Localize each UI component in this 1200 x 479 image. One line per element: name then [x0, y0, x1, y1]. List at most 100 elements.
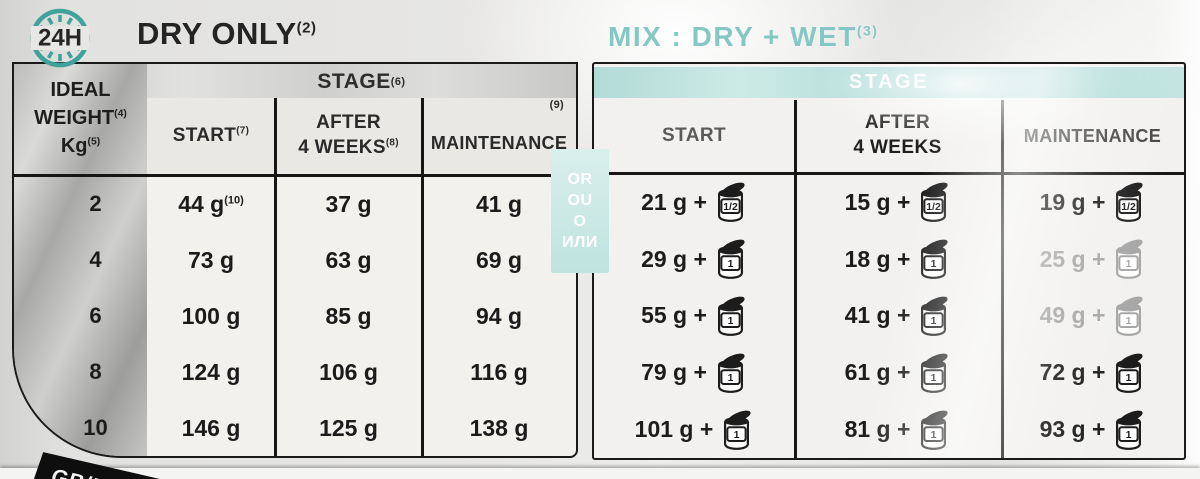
wet-can-icon: 1 [714, 238, 747, 280]
dry-start-footnote: (7) [236, 125, 250, 137]
mix-after-line2: 4 WEEKS [853, 137, 942, 158]
dry-row-weight-4: 4 73 g 63 g 69 g [14, 232, 576, 288]
dry-cell-after: 85 g [325, 302, 372, 329]
mix-cell-after: 41 g + 1 [794, 295, 1001, 337]
mix-cell-after: 15 g + 1/2 [794, 181, 1001, 223]
dry-cell-after: 37 g [325, 190, 372, 217]
mix-amount: 93 g + [1039, 416, 1106, 443]
dry-only-title: DRY ONLY(2) [137, 16, 316, 52]
wet-can-icon: 1 [720, 409, 753, 451]
dry-column-header-maintenance: (9) MAINTENANCE [430, 99, 568, 153]
ideal-weight-footnote5: (5) [87, 136, 101, 148]
dry-subheader-panel [147, 98, 576, 174]
mix-amount: 21 g + [641, 188, 707, 215]
wet-can-icon: 1/2 [714, 181, 747, 223]
dry-row-weight-8: 8 124 g 106 g 116 g [14, 344, 576, 400]
mix-dry-wet-title: MIX : DRY + WET(3) [608, 21, 878, 53]
can-count: 1 [1126, 315, 1132, 327]
mix-column-divider-2 [1001, 100, 1004, 458]
mix-amount: 72 g + [1039, 359, 1106, 386]
can-count: 1 [1126, 258, 1132, 270]
wet-can-icon: 1 [917, 352, 950, 394]
wet-can-icon: 1 [1112, 238, 1145, 280]
can-count: 1 [931, 258, 937, 270]
package-bottom-edge [0, 468, 1200, 479]
can-count: 1 [728, 372, 734, 384]
mix-amount: 15 g + [844, 188, 911, 215]
mix-amount: 18 g + [844, 245, 911, 272]
mix-amount: 49 g + [1039, 302, 1106, 329]
or-label-en: OR [567, 170, 593, 188]
dry-header-underline [14, 174, 576, 177]
dry-only-table: STAGE (6) IDEAL WEIGHT(4) Kg(5) START(7) … [12, 62, 578, 458]
ideal-weight-line2-text: WEIGHT [34, 107, 115, 129]
or-label-ru: ИЛИ [562, 233, 598, 251]
weight-cell: 2 [89, 191, 102, 216]
mix-cell-start: 101 g + 1 [594, 409, 794, 451]
dry-cell-start: 73 g [187, 246, 235, 273]
ideal-weight-column-bg [14, 64, 147, 456]
dry-cell-maintenance: 116 g [470, 358, 528, 385]
mix-title-footnote: (3) [856, 22, 879, 39]
mix-row-weight-8: 79 g + 1 61 g + 1 72 g + 1 [594, 344, 1184, 401]
ideal-weight-line3: Kg(5) [14, 132, 147, 160]
weight-cell: 4 [89, 247, 102, 272]
dry-cell-start: 124 g [181, 358, 241, 385]
mix-column-header-maintenance: MAINTENANCE [1023, 125, 1162, 146]
dry-cell-maintenance: 94 g [475, 302, 523, 329]
weight-cell: 10 [83, 415, 108, 440]
clock-label: 24H [38, 25, 82, 52]
can-count: 1 [734, 428, 740, 440]
mix-amount: 61 g + [844, 359, 911, 386]
dry-only-title-footnote: (2) [296, 19, 317, 37]
wet-can-icon: 1 [917, 295, 950, 337]
can-count: 1/2 [927, 201, 942, 213]
dry-column-divider-1 [274, 98, 277, 456]
dry-cell-start: 44 g(10) [147, 191, 275, 218]
ideal-weight-kg: Kg [60, 135, 88, 157]
dry-stage-header: STAGE (6) [317, 69, 406, 93]
dry-column-header-after-4-weeks: AFTER 4 WEEKS(8) [275, 98, 422, 174]
mix-column-header-start: START [662, 125, 726, 146]
mix-cell-maintenance: 49 g + 1 [1001, 295, 1184, 337]
mix-cell-start: 21 g + 1/2 [594, 181, 794, 223]
wet-can-icon: 1 [1112, 352, 1145, 394]
weight-cell: 8 [89, 359, 102, 384]
dry-cell-maintenance: 41 g [475, 190, 523, 217]
can-count: 1 [931, 372, 937, 384]
dry-cell-after: 106 g [319, 358, 378, 385]
ideal-weight-line1: IDEAL [50, 79, 111, 101]
mix-column-header-after-4-weeks: AFTER 4 WEEKS [794, 100, 1001, 172]
or-label-es: O [573, 212, 587, 230]
can-count: 1 [728, 258, 734, 270]
mix-dry-wet-table: STAGE START AFTER 4 WEEKS MAINTENANCE 21… [592, 62, 1186, 460]
dry-column-header-start: START(7) [147, 98, 275, 174]
dry-row-weight-2: 2 44 g(10) 37 g 41 g [14, 176, 576, 232]
or-badge: OR OU O ИЛИ [551, 149, 609, 273]
dry-cell-after: 63 g [325, 246, 372, 273]
can-count: 1 [728, 315, 734, 327]
mix-row-weight-2: 21 g + 1/2 15 g + 1/2 19 g + 1/2 [594, 174, 1184, 231]
wet-can-icon: 1 [714, 295, 747, 337]
wet-can-icon: 1 [917, 409, 950, 451]
or-label-fr: OU [567, 191, 593, 209]
mix-cell-start: 29 g + 1 [594, 238, 794, 280]
wet-can-icon: 1 [714, 352, 747, 394]
mix-cell-after: 18 g + 1 [794, 238, 1001, 280]
dry-stage-label: STAGE [317, 69, 391, 93]
mix-cell-maintenance: 25 g + 1 [1001, 238, 1184, 280]
mix-title-text: MIX : DRY + WET [608, 21, 857, 52]
mix-amount: 55 g + [641, 302, 707, 329]
dry-after-line2: 4 WEEKS [298, 137, 386, 158]
mix-cell-maintenance: 93 g + 1 [1001, 409, 1184, 451]
mix-cell-maintenance: 19 g + 1/2 [1001, 181, 1184, 223]
can-count: 1 [931, 428, 937, 440]
mix-cell-start: 55 g + 1 [594, 295, 794, 337]
dry-row-weight-10: 10 146 g 125 g 138 g [14, 400, 576, 456]
mix-header-underline [594, 172, 1184, 175]
mix-amount: 25 g + [1039, 245, 1106, 272]
mix-amount: 41 g + [844, 302, 911, 329]
can-count: 1/2 [1122, 201, 1137, 213]
wet-can-icon: 1/2 [917, 181, 950, 223]
